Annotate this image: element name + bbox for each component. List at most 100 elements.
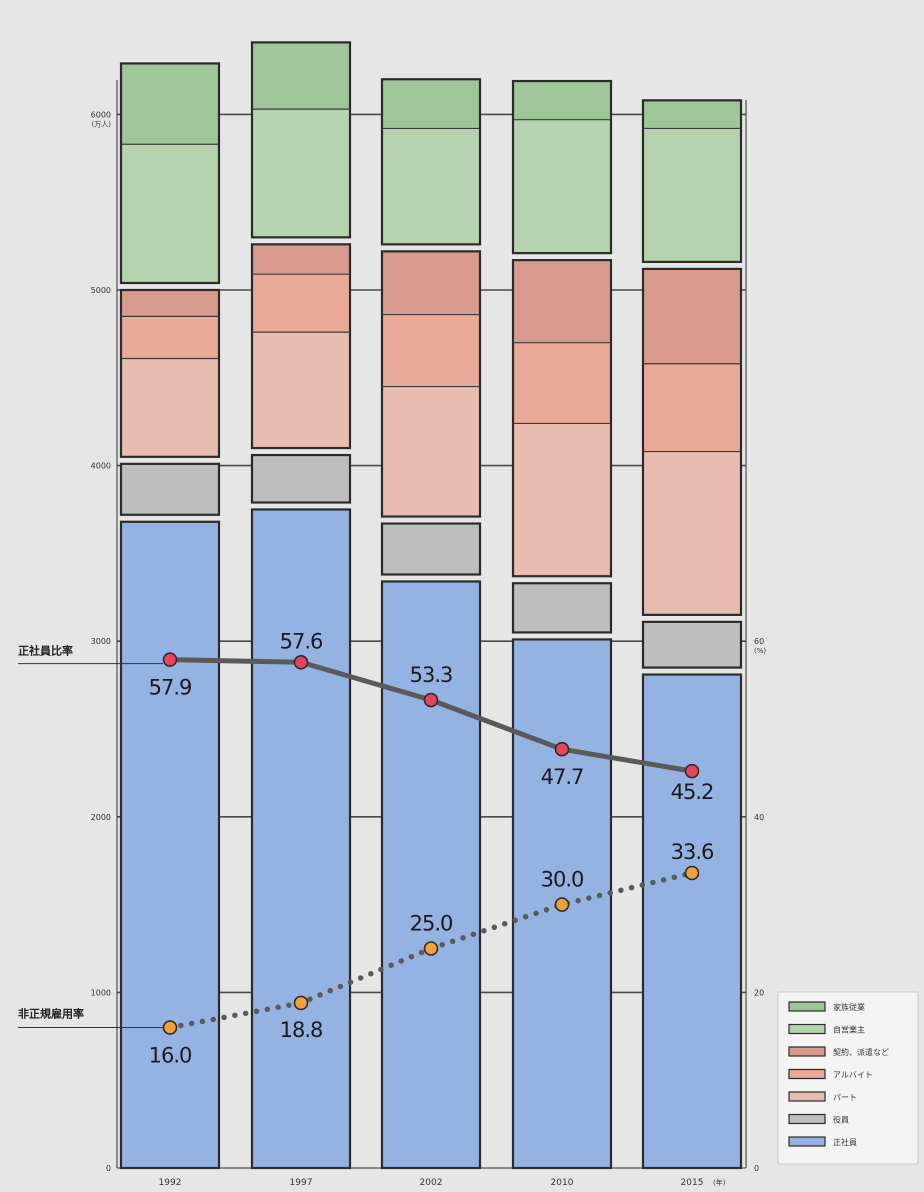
bar-2010-segment-2: [513, 423, 611, 577]
y-right-tick-label: 0: [754, 1164, 759, 1173]
legend-swatch: [788, 1136, 826, 1147]
bar-2010-segment-1: [513, 583, 611, 633]
legend-swatch: [788, 1068, 826, 1080]
line-point-0-4: [684, 763, 700, 779]
bar-2010-segment-3: [513, 342, 611, 424]
bar-1997-segment-5: [252, 109, 350, 238]
data-label: 45.2: [671, 780, 714, 804]
x-tick-label: 2015: [681, 1178, 704, 1188]
x-unit-label: (年): [713, 1178, 726, 1187]
bar-group-outline: [641, 99, 743, 264]
bar-2015-segment-1: [643, 621, 741, 668]
rate-lines: [162, 652, 700, 1035]
bar-group-outline: [511, 79, 613, 255]
bar-group-outline: [641, 620, 743, 669]
bar-1992-segment-2: [121, 358, 219, 457]
bar-1992-segment-3: [121, 316, 219, 359]
bar-2002-segment-3: [382, 314, 480, 387]
data-label: 18.8: [280, 1018, 323, 1042]
bar-2002-segment-1: [382, 523, 480, 575]
y-left-tick-label: 0: [106, 1164, 111, 1173]
bar-1997-segment-6: [252, 42, 350, 110]
line-point-1-4: [684, 865, 700, 881]
bar-group-outline: [380, 522, 482, 576]
legend-swatch: [788, 1023, 826, 1035]
y-right-tick-label: 60: [754, 637, 764, 646]
x-tick-label: 1992: [159, 1178, 182, 1188]
legend-swatch: [788, 1046, 826, 1057]
line-point-0-0: [162, 652, 178, 667]
x-tick-label: 2002: [420, 1178, 443, 1188]
line-point-0-1: [293, 654, 309, 670]
data-label: 47.7: [541, 765, 584, 789]
bar-group-outline: [119, 62, 221, 285]
legend-item-label: 契約、派遣など: [833, 1047, 889, 1057]
bar-group-outline: [380, 250, 482, 518]
bar-group-outline: [250, 41, 352, 239]
bar-1997-segment-4: [252, 244, 350, 275]
line-point-1-0: [162, 1020, 178, 1035]
bar-1997-segment-3: [252, 274, 350, 333]
legend-item-label: パート: [833, 1093, 857, 1102]
y-left-tick-label: 6000: [91, 110, 111, 119]
line-point-0-2: [423, 692, 439, 708]
line-point-0-3: [554, 741, 570, 757]
y-left-tick-label: 1000: [91, 988, 111, 997]
bar-1992-segment-5: [121, 144, 219, 283]
legend-swatch: [788, 1091, 826, 1102]
bar-group-outline: [119, 462, 221, 516]
bar-2015-segment-0: [643, 674, 741, 1168]
legend-swatch: [788, 1001, 826, 1012]
data-label: 33.6: [671, 840, 714, 864]
bar-2015-segment-2: [643, 451, 741, 615]
bar-2015-segment-6: [643, 100, 741, 129]
bar-2010-segment-5: [513, 119, 611, 254]
bar-group-outline: [250, 453, 352, 504]
stacked-bars: [119, 41, 743, 1170]
axes: 0 1000 2000 3000 4000 5000 6000(万人) 0 20 40 60(%) 1…: [91, 80, 766, 1188]
bar-2010-segment-4: [513, 260, 611, 343]
bar-2015-segment-3: [643, 363, 741, 452]
y-right-tick-label: 40: [754, 813, 764, 822]
y-left-tick-label: 3000: [91, 637, 111, 646]
y-left-tick-label: 2000: [91, 813, 111, 822]
line-point-1-3: [554, 897, 570, 912]
bar-group-outline: [641, 267, 743, 616]
series-label: 非正規雇用率: [18, 1007, 84, 1021]
bar-1997-segment-1: [252, 455, 350, 503]
bar-2002-segment-4: [382, 251, 480, 315]
legend-item-label: 家族従業: [833, 1002, 865, 1012]
bar-2002-segment-0: [382, 581, 480, 1168]
legend-item-label: 正社員: [833, 1137, 857, 1147]
y-right-tick-label: 20: [754, 988, 764, 997]
bar-2015-segment-5: [643, 128, 741, 262]
bar-2002-segment-6: [382, 79, 480, 129]
legend-swatch: [788, 1113, 826, 1125]
y-left-unit-label: (万人): [92, 120, 112, 128]
data-label: 16.0: [149, 1044, 192, 1068]
x-tick-label: 1997: [290, 1178, 313, 1188]
bar-2002-segment-5: [382, 128, 480, 245]
bar-1992-segment-4: [121, 289, 219, 317]
y-right-unit-label: (%): [754, 647, 766, 655]
line-point-1-1: [293, 995, 309, 1011]
bar-group-outline: [119, 288, 221, 458]
bar-1997-segment-2: [252, 332, 350, 449]
bar-2010-segment-6: [513, 81, 611, 120]
bar-group-outline: [250, 243, 352, 450]
x-tick-label: 2010: [551, 1178, 574, 1188]
bar-1997-segment-0: [252, 509, 350, 1168]
data-label: 57.9: [149, 676, 192, 700]
data-label: 53.3: [410, 663, 453, 687]
bar-group-outline: [380, 78, 482, 246]
bar-1992-segment-1: [121, 463, 219, 515]
bar-2015-segment-4: [643, 268, 741, 364]
line-point-1-2: [423, 941, 439, 956]
y-left-tick-label: 5000: [91, 286, 111, 295]
bar-group-outline: [511, 582, 613, 634]
data-label: 25.0: [410, 912, 453, 936]
bar-1992-segment-0: [121, 521, 219, 1168]
series-label: 正社員比率: [18, 644, 73, 658]
